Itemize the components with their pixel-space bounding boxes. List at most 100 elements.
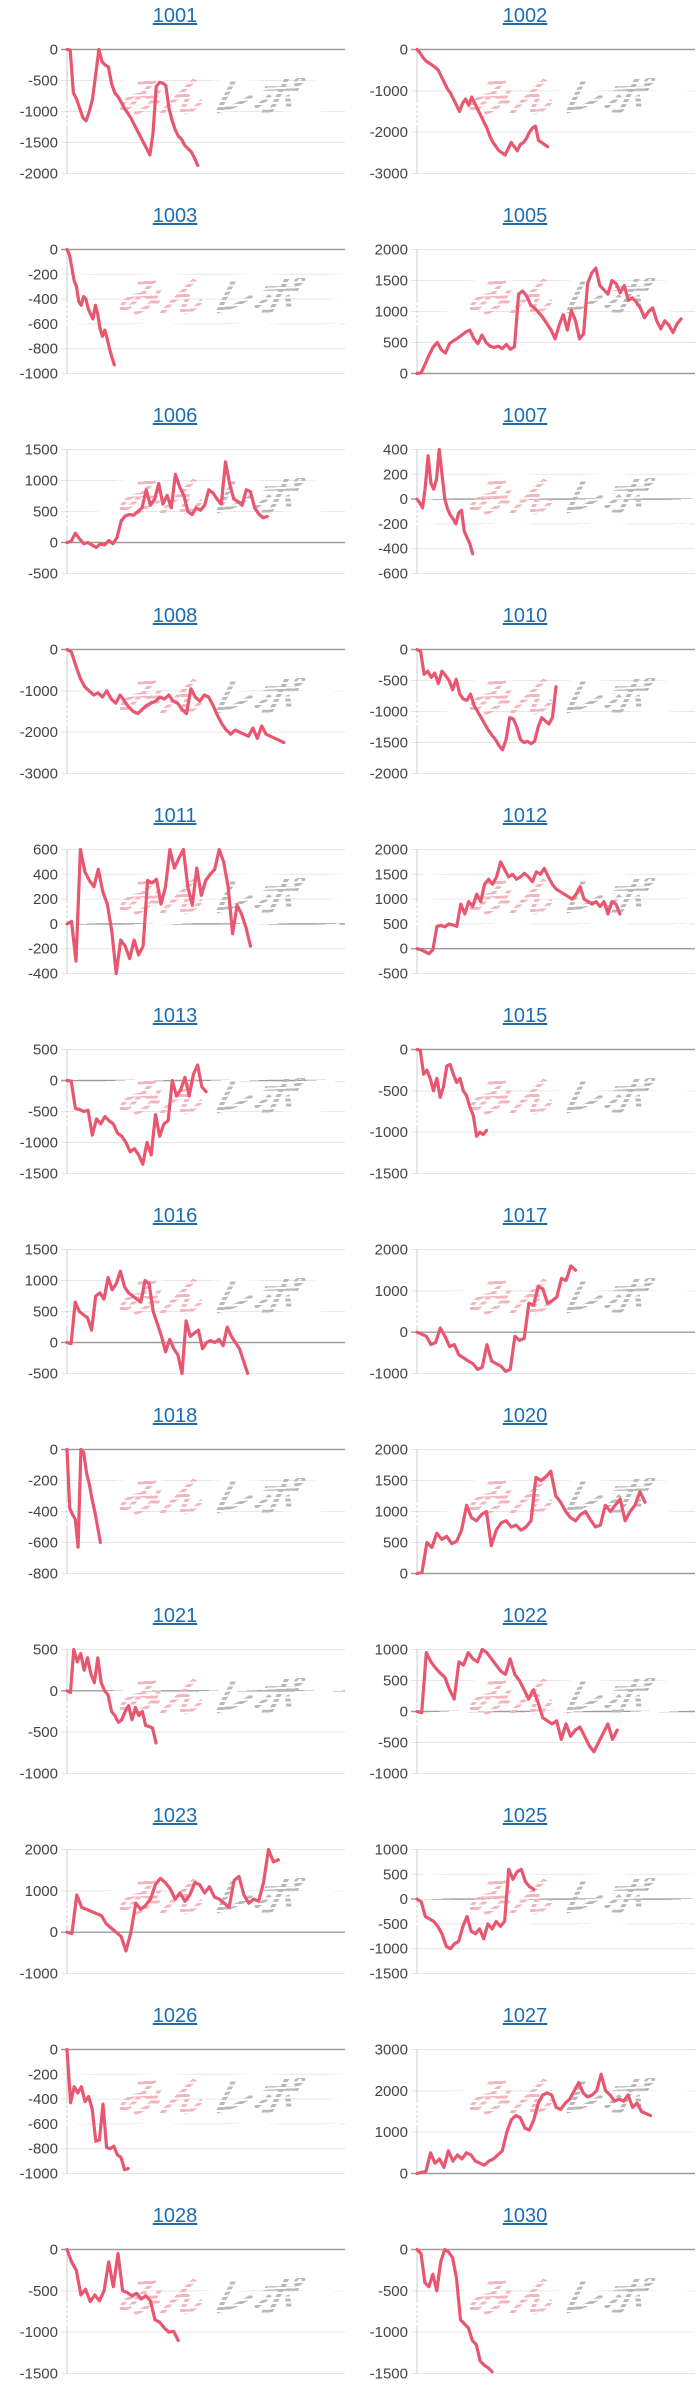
chart-cell-1025: 1025 1000 500 0 -500 -1000 -1500 みん レポ xyxy=(350,1800,700,2000)
y-axis-tick-label: 200 xyxy=(383,466,408,483)
y-axis-tick-label: -500 xyxy=(378,1083,408,1100)
y-axis-tick-label: -600 xyxy=(378,566,408,583)
chart-title-link[interactable]: 1017 xyxy=(502,1205,548,1227)
y-axis-tick-label: 500 xyxy=(383,335,408,352)
chart-title-link[interactable]: 1007 xyxy=(502,405,548,427)
payout-line-series xyxy=(65,1447,103,1549)
y-axis-tick-label: -1500 xyxy=(370,1166,408,1183)
y-axis-tick-label: -1000 xyxy=(20,2166,58,2183)
y-axis-tick-label: -2000 xyxy=(370,124,408,141)
chart-grid: 2000 1500 1000 500 0 xyxy=(375,1442,695,1583)
y-axis-tick-label: 500 xyxy=(383,1535,408,1552)
chart-grid: 0 -500 -1000 -1500 xyxy=(20,2242,345,2383)
chart-grid: 0 -1000 -2000 -3000 xyxy=(370,42,695,183)
chart-title-link[interactable]: 1003 xyxy=(152,205,198,227)
y-axis-tick-label: -1000 xyxy=(20,1135,58,1152)
y-axis-tick-label: 0 xyxy=(400,2166,408,2183)
y-axis-tick-label: 1500 xyxy=(25,1242,58,1259)
chart-grid: 2000 1500 1000 500 0 -500 xyxy=(375,842,695,983)
y-axis-tick-label: -1500 xyxy=(370,1966,408,1983)
y-axis-tick-label: 2000 xyxy=(25,1842,58,1859)
chart-title-link[interactable]: 1011 xyxy=(153,805,197,827)
y-axis-tick-label: 0 xyxy=(400,42,408,59)
chart-title-link[interactable]: 1021 xyxy=(152,1605,198,1627)
chart-title: 1015 xyxy=(350,1005,700,1028)
chart-title: 1022 xyxy=(350,1605,700,1628)
chart-title-link[interactable]: 1030 xyxy=(502,2205,548,2227)
payout-line-series xyxy=(415,1264,578,1373)
y-axis-tick-label: 0 xyxy=(400,1704,408,1721)
y-axis-tick-label: -600 xyxy=(28,316,58,333)
y-axis-tick-label: -500 xyxy=(28,1104,58,1121)
payout-line-series xyxy=(65,847,253,976)
y-axis-tick-label: -1500 xyxy=(20,135,58,152)
chart-title-link[interactable]: 1015 xyxy=(502,1005,548,1027)
payout-line-series xyxy=(415,860,622,956)
chart-title-link[interactable]: 1005 xyxy=(502,205,548,227)
y-axis-tick-label: -200 xyxy=(28,1473,58,1490)
chart-title-link[interactable]: 1012 xyxy=(502,805,548,827)
y-axis-tick-label: 400 xyxy=(383,442,408,459)
y-axis-tick-label: -500 xyxy=(378,966,408,983)
chart-title: 1017 xyxy=(350,1205,700,1228)
y-axis-tick-label: -1500 xyxy=(20,1166,58,1183)
chart-line-layer xyxy=(415,1647,619,1754)
y-axis-tick-label: -500 xyxy=(28,1724,58,1741)
y-axis-tick-label: -1000 xyxy=(370,1366,408,1383)
chart-line-layer xyxy=(415,1867,536,1951)
chart-title-link[interactable]: 1028 xyxy=(152,2205,198,2227)
chart-title-link[interactable]: 1025 xyxy=(502,1805,548,1827)
chart-grid: 500 0 -500 -1000 -1500 xyxy=(20,1042,345,1183)
chart-title-link[interactable]: 1022 xyxy=(502,1605,548,1627)
y-axis-tick-label: 2000 xyxy=(375,842,408,859)
y-axis-tick-label: -1500 xyxy=(370,735,408,752)
y-axis-tick-label: 1500 xyxy=(375,1473,408,1490)
chart-title: 1010 xyxy=(350,605,700,628)
chart-title-link[interactable]: 1001 xyxy=(152,5,198,27)
y-axis-tick-label: -200 xyxy=(28,266,58,283)
y-axis-tick-label: -400 xyxy=(378,541,408,558)
chart-title-link[interactable]: 1013 xyxy=(152,1005,198,1027)
y-axis-tick-label: 200 xyxy=(33,891,58,908)
chart-cell-1017: 1017 2000 1000 0 -1000 みん レポ xyxy=(350,1200,700,1400)
chart-cell-1016: 1016 1500 1000 500 0 -500 みん レポ xyxy=(0,1200,350,1400)
payout-line-series xyxy=(415,1047,489,1138)
payout-line-series xyxy=(65,2247,180,2343)
chart-cell-1028: 1028 0 -500 -1000 -1500 みん レポ xyxy=(0,2200,350,2400)
chart-title-link[interactable]: 1026 xyxy=(152,2005,198,2027)
y-axis-tick-label: 3000 xyxy=(375,2042,408,2059)
chart-cell-1001: 1001 0 -500 -1000 -1500 -2000 みん レポ xyxy=(0,0,350,200)
chart-title: 1001 xyxy=(0,5,350,28)
payout-line-series xyxy=(65,1063,208,1166)
chart-title-link[interactable]: 1006 xyxy=(152,405,198,427)
y-axis-tick-label: 1000 xyxy=(375,304,408,321)
chart-cell-1026: 1026 0 -200 -400 -600 -800 -1000 みん レポ xyxy=(0,2000,350,2200)
chart-title-link[interactable]: 1023 xyxy=(152,1805,198,1827)
y-axis-tick-label: -1000 xyxy=(20,1966,58,1983)
chart-title-link[interactable]: 1018 xyxy=(152,1405,198,1427)
chart-title-link[interactable]: 1016 xyxy=(152,1205,198,1227)
chart-title-link[interactable]: 1010 xyxy=(502,605,548,627)
chart-grid: 0 -500 -1000 -1500 -2000 xyxy=(370,642,695,783)
chart-title-link[interactable]: 1020 xyxy=(502,1405,548,1427)
y-axis-tick-label: 2000 xyxy=(375,1242,408,1259)
y-axis-tick-label: 2000 xyxy=(375,242,408,259)
y-axis-tick-label: 0 xyxy=(50,916,58,933)
y-axis-tick-label: 0 xyxy=(400,1891,408,1908)
chart-title: 1011 xyxy=(0,805,350,828)
payout-line-series xyxy=(415,2247,494,2374)
chart-title-link[interactable]: 1027 xyxy=(502,2005,548,2027)
chart-cell-1023: 1023 2000 1000 0 -1000 みん レポ xyxy=(0,1800,350,2000)
chart-title-link[interactable]: 1002 xyxy=(502,5,548,27)
chart-line-layer xyxy=(65,47,200,167)
y-axis-tick-label: -1500 xyxy=(20,2366,58,2383)
chart-cell-1022: 1022 1000 500 0 -500 -1000 みん レポ xyxy=(350,1600,700,1800)
y-axis-tick-label: 1000 xyxy=(375,2124,408,2141)
chart-title: 1008 xyxy=(0,605,350,628)
chart-grid: 600 400 200 0 -200 -400 xyxy=(28,842,345,983)
chart-cell-1006: 1006 1500 1000 500 0 -500 みん レポ xyxy=(0,400,350,600)
y-axis-tick-label: -1000 xyxy=(20,2324,58,2341)
chart-title-link[interactable]: 1008 xyxy=(152,605,198,627)
payout-line-series xyxy=(415,1469,647,1576)
y-axis-tick-label: -1000 xyxy=(20,104,58,121)
